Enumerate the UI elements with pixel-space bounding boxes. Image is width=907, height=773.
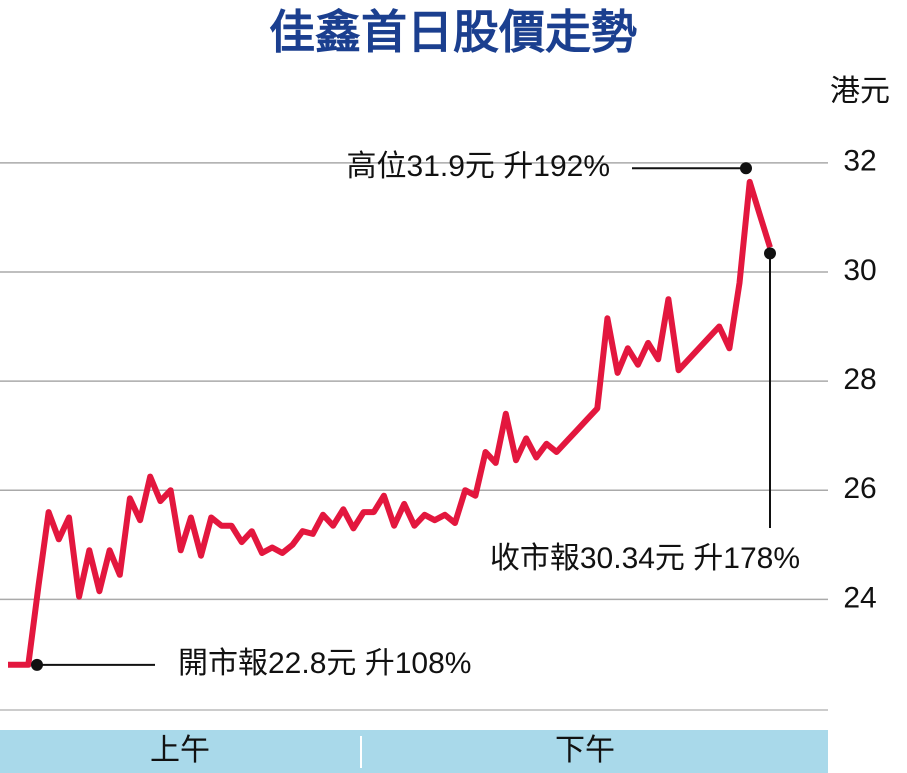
annotation: 收市報30.34元 升178% bbox=[490, 542, 800, 575]
y-tick-label: 28 bbox=[843, 363, 876, 396]
session-label: 下午 bbox=[555, 734, 615, 767]
session-label: 上午 bbox=[150, 734, 210, 767]
y-tick-label: 32 bbox=[843, 145, 876, 178]
price-line bbox=[8, 178, 773, 668]
annotation-dot bbox=[740, 162, 752, 175]
annotation: 高位31.9元 升192% bbox=[347, 150, 610, 183]
annotation-dot bbox=[764, 247, 776, 260]
annotation-dot bbox=[31, 658, 43, 671]
y-tick-label: 24 bbox=[843, 581, 876, 614]
y-tick-label: 26 bbox=[843, 472, 876, 505]
y-tick-label: 30 bbox=[843, 254, 876, 287]
chart-title: 佳鑫首日股價走勢 bbox=[269, 6, 637, 58]
y-unit: 港元 bbox=[830, 75, 890, 108]
session-band bbox=[0, 730, 828, 773]
annotation: 開市報22.8元 升108% bbox=[178, 647, 471, 680]
